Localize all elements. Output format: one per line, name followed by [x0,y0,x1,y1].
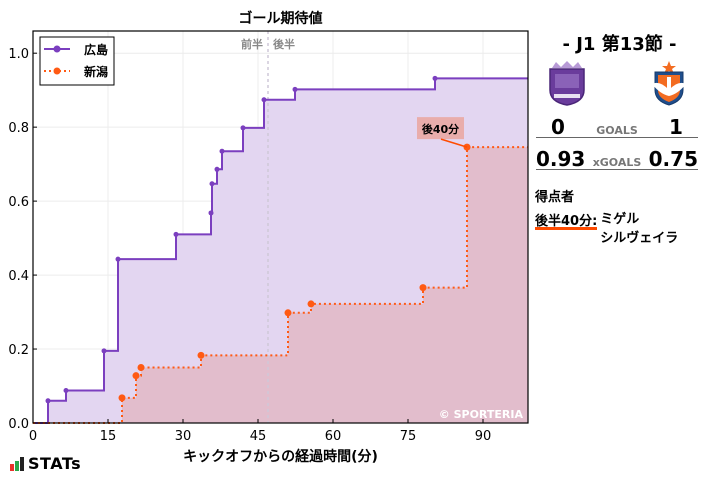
svg-text:0.4: 0.4 [8,269,29,284]
svg-text:15: 15 [100,429,117,444]
scorer-time: 後半40分: [535,210,598,230]
series-line [33,146,528,424]
goals-row: 0 GOALS 1 [536,115,698,139]
stats-logo-text: STATs [28,454,82,473]
svg-text:75: 75 [400,429,417,444]
scorer-item: 後半40分: ミゲル シルヴェイラ [535,210,678,248]
svg-text:0.6: 0.6 [8,195,29,210]
away-crest-icon [652,61,686,106]
svg-text:広島: 広島 [84,42,108,57]
away-xg: 0.75 [648,147,698,171]
stats-bars-icon [10,457,24,471]
svg-text:前半: 前半 [241,37,263,51]
x-axis-label: キックオフからの経過時間(分) [183,449,378,465]
svg-text:0.2: 0.2 [8,343,29,358]
svg-text:新潟: 新潟 [84,64,108,79]
xgoals-row: 0.93 xGOALS 0.75 [536,147,698,171]
svg-text:45: 45 [250,429,267,444]
svg-text:0.8: 0.8 [8,121,29,136]
series-line [33,77,528,424]
away-goals: 1 [669,115,683,139]
xgoals-label: xGOALS [592,156,642,169]
svg-text:60: 60 [325,429,342,444]
scorer-name: ミゲル シルヴェイラ [600,212,679,246]
goals-label: GOALS [596,124,638,137]
round-title: - J1 第13節 - [562,34,677,55]
svg-text:30: 30 [175,429,192,444]
svg-text:後40分: 後40分 [422,122,459,136]
svg-text:0: 0 [29,429,37,444]
scorers-title: 得点者 [535,190,575,205]
svg-text:1.0: 1.0 [8,47,29,62]
svg-text:後半: 後半 [273,37,295,51]
home-xg: 0.93 [536,147,586,171]
home-goals: 0 [551,115,565,139]
home-crest-icon [549,61,585,106]
stats-logo: STATs [10,454,82,473]
svg-text:90: 90 [475,429,492,444]
svg-text:0.0: 0.0 [8,417,29,432]
chart-title: ゴール期待値 [238,11,323,27]
svg-text:© SPORTERIA: © SPORTERIA [439,408,524,421]
series-fill [33,147,528,423]
